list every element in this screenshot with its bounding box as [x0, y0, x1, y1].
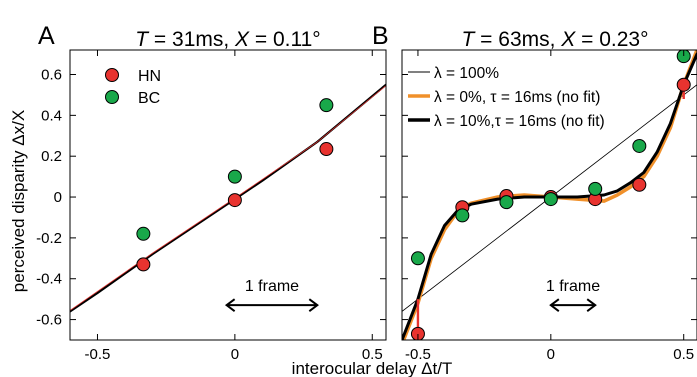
- legend-marker-bc: [105, 90, 119, 104]
- panel-a-axes: -0.5 0 0.5 0.6 0.4 0.2 0 -0.2 -0.4 -0.6: [36, 49, 387, 363]
- panel-b-title: T = 63ms, X = 0.23°: [462, 28, 649, 51]
- title-part: = 31ms,: [148, 28, 235, 51]
- legend-label-hn: HN: [138, 68, 161, 85]
- panel-b: B T = 63ms, X = 0.23° -0.5 0 0.5 λ = 100%λ…: [372, 22, 697, 363]
- panel-b-plot: [402, 50, 697, 340]
- panel-b-annotation: 1 frame: [546, 278, 600, 312]
- x-tick-label-b-2: 0.5: [673, 346, 694, 363]
- legend-label-2: λ = 10%,τ = 16ms (no fit): [434, 113, 605, 130]
- y-tick-label-a-0: 0.6: [41, 67, 62, 84]
- x-tick-label-a-0: -0.5: [85, 346, 111, 363]
- y-tick-label-a-3: 0: [54, 189, 62, 206]
- data-point-bc-b-5: [632, 138, 647, 153]
- panel-b-axes: -0.5 0 0.5: [401, 49, 697, 363]
- legend-label-0: λ = 100%: [434, 65, 499, 82]
- x-axis-label: interocular delay Δt/T: [292, 359, 453, 377]
- data-point-bc-b-6: [676, 50, 691, 64]
- title-part: T: [135, 28, 150, 51]
- frame-arrowhead-right-b: [586, 298, 597, 312]
- y-tick-label-a-2: 0.2: [41, 148, 62, 165]
- data-point-hn-a-1: [227, 193, 242, 208]
- data-point-hn-b-6: [676, 77, 691, 92]
- panel-a-title: T = 31ms, X = 0.11°: [135, 28, 320, 51]
- data-point-bc-b-2: [499, 195, 514, 210]
- title-part: T: [462, 28, 477, 51]
- panel-a-annotation: 1 frame: [224, 278, 319, 312]
- data-point-bc-a-2: [319, 98, 334, 113]
- y-tick-label-a-6: -0.6: [36, 312, 62, 329]
- frame-arrowhead-right-a: [308, 298, 319, 312]
- x-tick-label-a-1: 0: [231, 346, 239, 363]
- series-curve-b-2: [402, 52, 697, 340]
- data-point-bc-a-0: [136, 226, 151, 241]
- data-point-bc-b-1: [455, 208, 470, 223]
- panel-a-legend: HN BC: [105, 68, 161, 107]
- title-part: X: [234, 28, 250, 51]
- frame-arrowhead-left-b: [549, 298, 560, 312]
- panel-a-plot: [70, 83, 386, 313]
- frame-annotation-a: 1 frame: [245, 278, 299, 295]
- axes-frame-b: [401, 49, 697, 341]
- panel-b-letter: B: [372, 22, 389, 50]
- title-part: X: [560, 28, 576, 51]
- panel-a: A T = 31ms, X = 0.11° -0.5 0 0.5 0.6 0.4 0.2 0…: [9, 22, 387, 363]
- data-point-bc-b-3: [543, 192, 558, 207]
- data-point-hn-b-0: [410, 326, 425, 340]
- title-part: = 0.11°: [249, 28, 321, 51]
- x-tick-label-b-1: 0: [547, 346, 555, 363]
- data-point-hn-b-5: [632, 177, 647, 192]
- data-point-bc-b-4: [588, 181, 603, 196]
- title-part: = 0.23°: [575, 28, 648, 51]
- panel-a-letter: A: [38, 22, 55, 50]
- title-part: = 63ms,: [474, 28, 561, 51]
- axes-frame-a: [69, 49, 387, 341]
- data-point-hn-a-0: [136, 257, 151, 272]
- data-point-hn-a-2: [319, 142, 334, 157]
- y-tick-label-a-1: 0.4: [41, 107, 62, 124]
- legend-marker-hn: [105, 68, 119, 82]
- panel-b-legend: λ = 100% λ = 0%, τ = 16ms (no fit) λ = 10%…: [408, 65, 605, 130]
- series-curve-a-1: [70, 85, 386, 311]
- frame-arrowhead-left-a: [224, 298, 236, 312]
- frame-annotation-b: 1 frame: [546, 278, 600, 295]
- legend-label-bc: BC: [138, 90, 160, 107]
- y-axis-label: perceived disparity Δx/X: [9, 110, 28, 292]
- legend-label-1: λ = 0%, τ = 16ms (no fit): [434, 89, 600, 106]
- data-point-bc-b-0: [410, 251, 425, 266]
- x-tick-label-a-2: 0.5: [362, 346, 383, 363]
- data-point-bc-a-1: [227, 169, 242, 184]
- x-tick-label-b-0: -0.5: [405, 346, 431, 363]
- y-tick-label-a-5: -0.4: [36, 271, 62, 288]
- y-tick-label-a-4: -0.2: [36, 230, 62, 247]
